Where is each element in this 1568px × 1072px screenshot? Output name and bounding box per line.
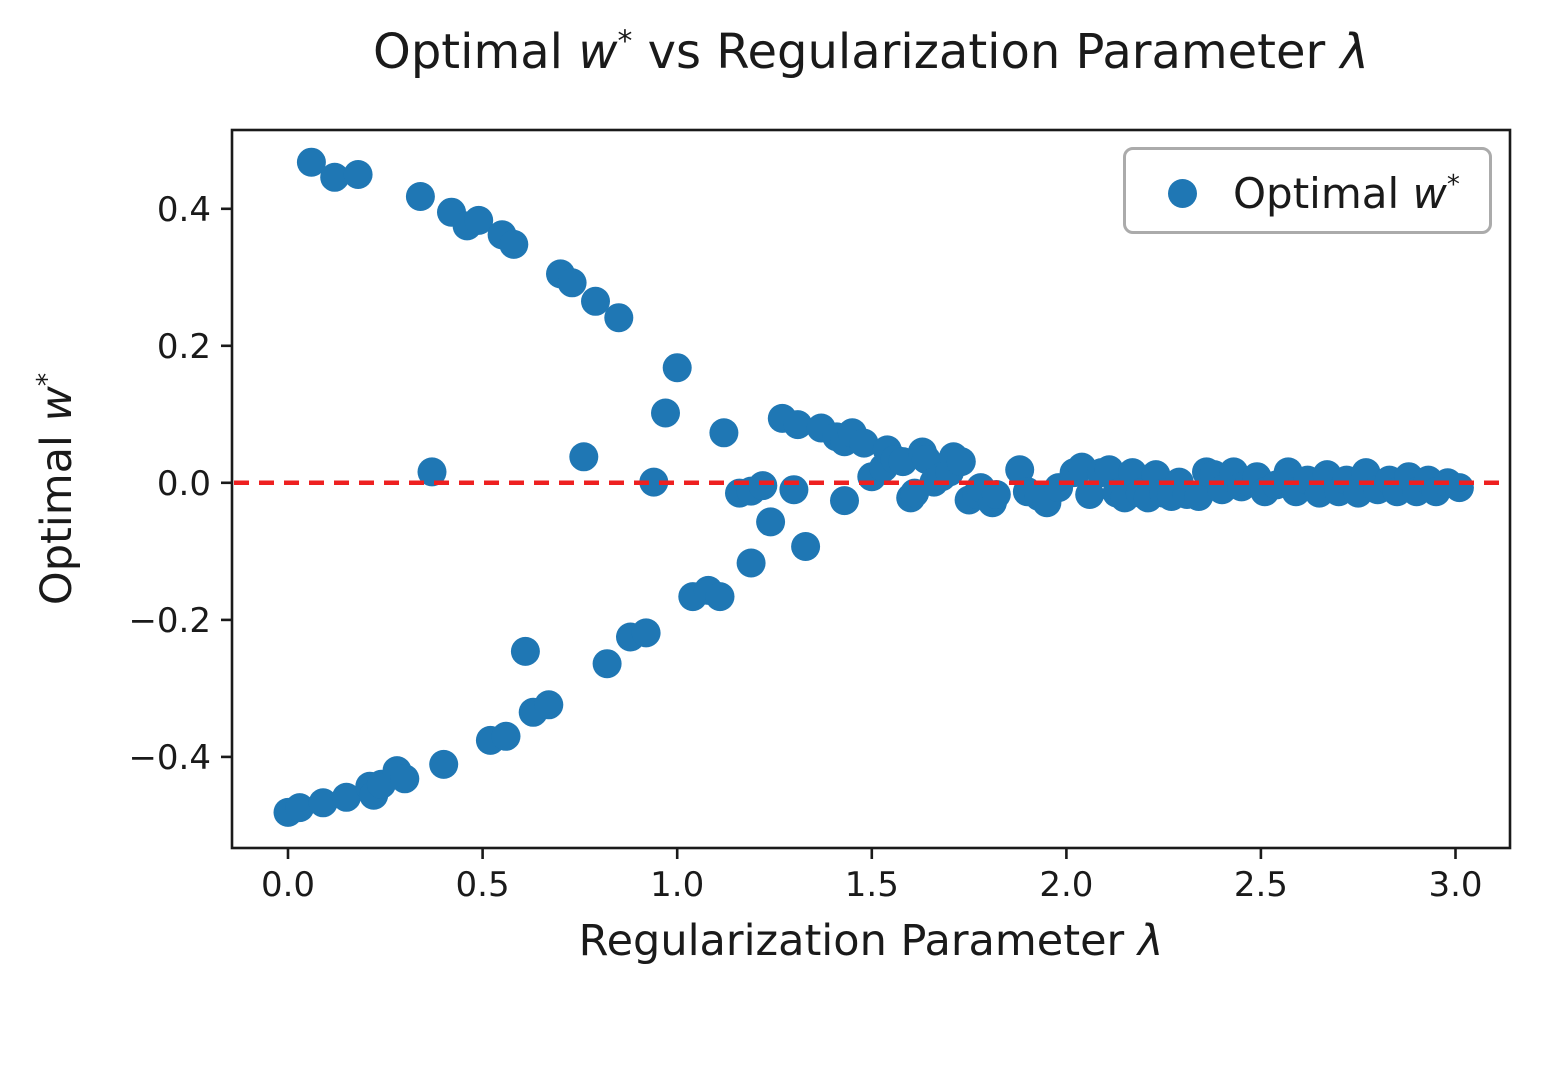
scatter-point xyxy=(662,353,692,383)
scatter-point xyxy=(405,182,435,211)
scatter-point xyxy=(592,649,622,679)
scatter-point xyxy=(830,486,859,516)
scatter-point xyxy=(285,793,315,823)
scatter-point xyxy=(417,457,447,487)
x-tick-label: 2.5 xyxy=(1234,865,1288,905)
title-superscript-star: * xyxy=(617,24,633,59)
scatter-point xyxy=(981,480,1011,509)
scatter-point xyxy=(783,410,813,440)
scatter-point xyxy=(581,286,610,316)
scatter-point xyxy=(1444,473,1474,503)
scatter-point xyxy=(1094,455,1124,485)
scatter-point xyxy=(756,507,786,537)
x-tick-label: 1.0 xyxy=(650,865,704,905)
scatter-point xyxy=(569,442,599,472)
scatter-point xyxy=(651,398,680,428)
scatter-point xyxy=(1075,480,1105,509)
y-axis-label: Optimal w* xyxy=(32,373,82,605)
scatter-point xyxy=(709,418,739,448)
y-tick-label: 0.2 xyxy=(157,327,211,367)
scatter-point xyxy=(390,764,420,794)
scatter-point xyxy=(736,548,766,578)
legend-box: Optimal w* xyxy=(1123,147,1492,234)
scatter-point xyxy=(1005,455,1035,485)
x-tick-label: 0.0 xyxy=(261,865,315,905)
title-math-lambda: λ xyxy=(1340,24,1369,80)
x-tick-label: 0.5 xyxy=(456,865,510,905)
scatter-point xyxy=(464,205,494,235)
y-label-text: Optimal xyxy=(32,421,82,606)
y-label-math-w: w xyxy=(32,386,82,422)
y-tick-label: 0.0 xyxy=(157,464,211,504)
legend-marker-dot-icon xyxy=(1168,178,1197,208)
legend-superscript-star: * xyxy=(1446,169,1460,200)
scatter-point xyxy=(946,447,976,477)
scatter-point xyxy=(320,162,350,192)
scatter-point xyxy=(343,160,373,189)
title-text: Optimal xyxy=(373,24,579,80)
x-tick-label: 1.5 xyxy=(845,865,899,905)
scatter-point xyxy=(510,636,540,666)
x-tick-label: 3.0 xyxy=(1428,865,1482,905)
x-label-math-lambda: λ xyxy=(1137,916,1164,966)
scatter-point xyxy=(557,268,587,298)
scatter-point xyxy=(604,303,634,333)
scatter-point xyxy=(705,582,735,612)
scatter-point xyxy=(534,690,564,720)
scatter-point xyxy=(296,147,326,177)
scatter-point xyxy=(849,428,879,458)
scatter-point xyxy=(499,229,529,259)
scatter-point xyxy=(429,749,459,779)
legend-text: Optimal xyxy=(1233,168,1413,218)
chart-title: Optimal w* vs Regularization Parameter λ xyxy=(232,24,1510,80)
scatter-point xyxy=(308,788,338,818)
y-tick-label: −0.4 xyxy=(128,738,211,778)
scatter-point xyxy=(331,782,361,812)
scatter-point xyxy=(1184,482,1214,511)
scatter-point xyxy=(631,618,661,648)
x-tick-label: 2.0 xyxy=(1039,865,1093,905)
title-math-w: w xyxy=(578,24,618,80)
scatter-point xyxy=(791,532,821,561)
x-axis-label: Regularization Parameter λ xyxy=(232,916,1510,966)
legend-math-w: w xyxy=(1412,168,1447,218)
scatter-point xyxy=(748,471,778,501)
scatter-point xyxy=(639,467,669,497)
y-tick-label: −0.2 xyxy=(128,601,211,641)
y-tick-label: 0.4 xyxy=(157,190,211,230)
x-label-text: Regularization Parameter xyxy=(578,916,1138,966)
y-label-superscript-star: * xyxy=(31,372,63,387)
scatter-point xyxy=(491,721,521,751)
scatter-point xyxy=(779,475,809,505)
legend-entry-label: Optimal w* xyxy=(1233,169,1460,218)
title-text-mid: vs Regularization Parameter xyxy=(632,24,1341,80)
